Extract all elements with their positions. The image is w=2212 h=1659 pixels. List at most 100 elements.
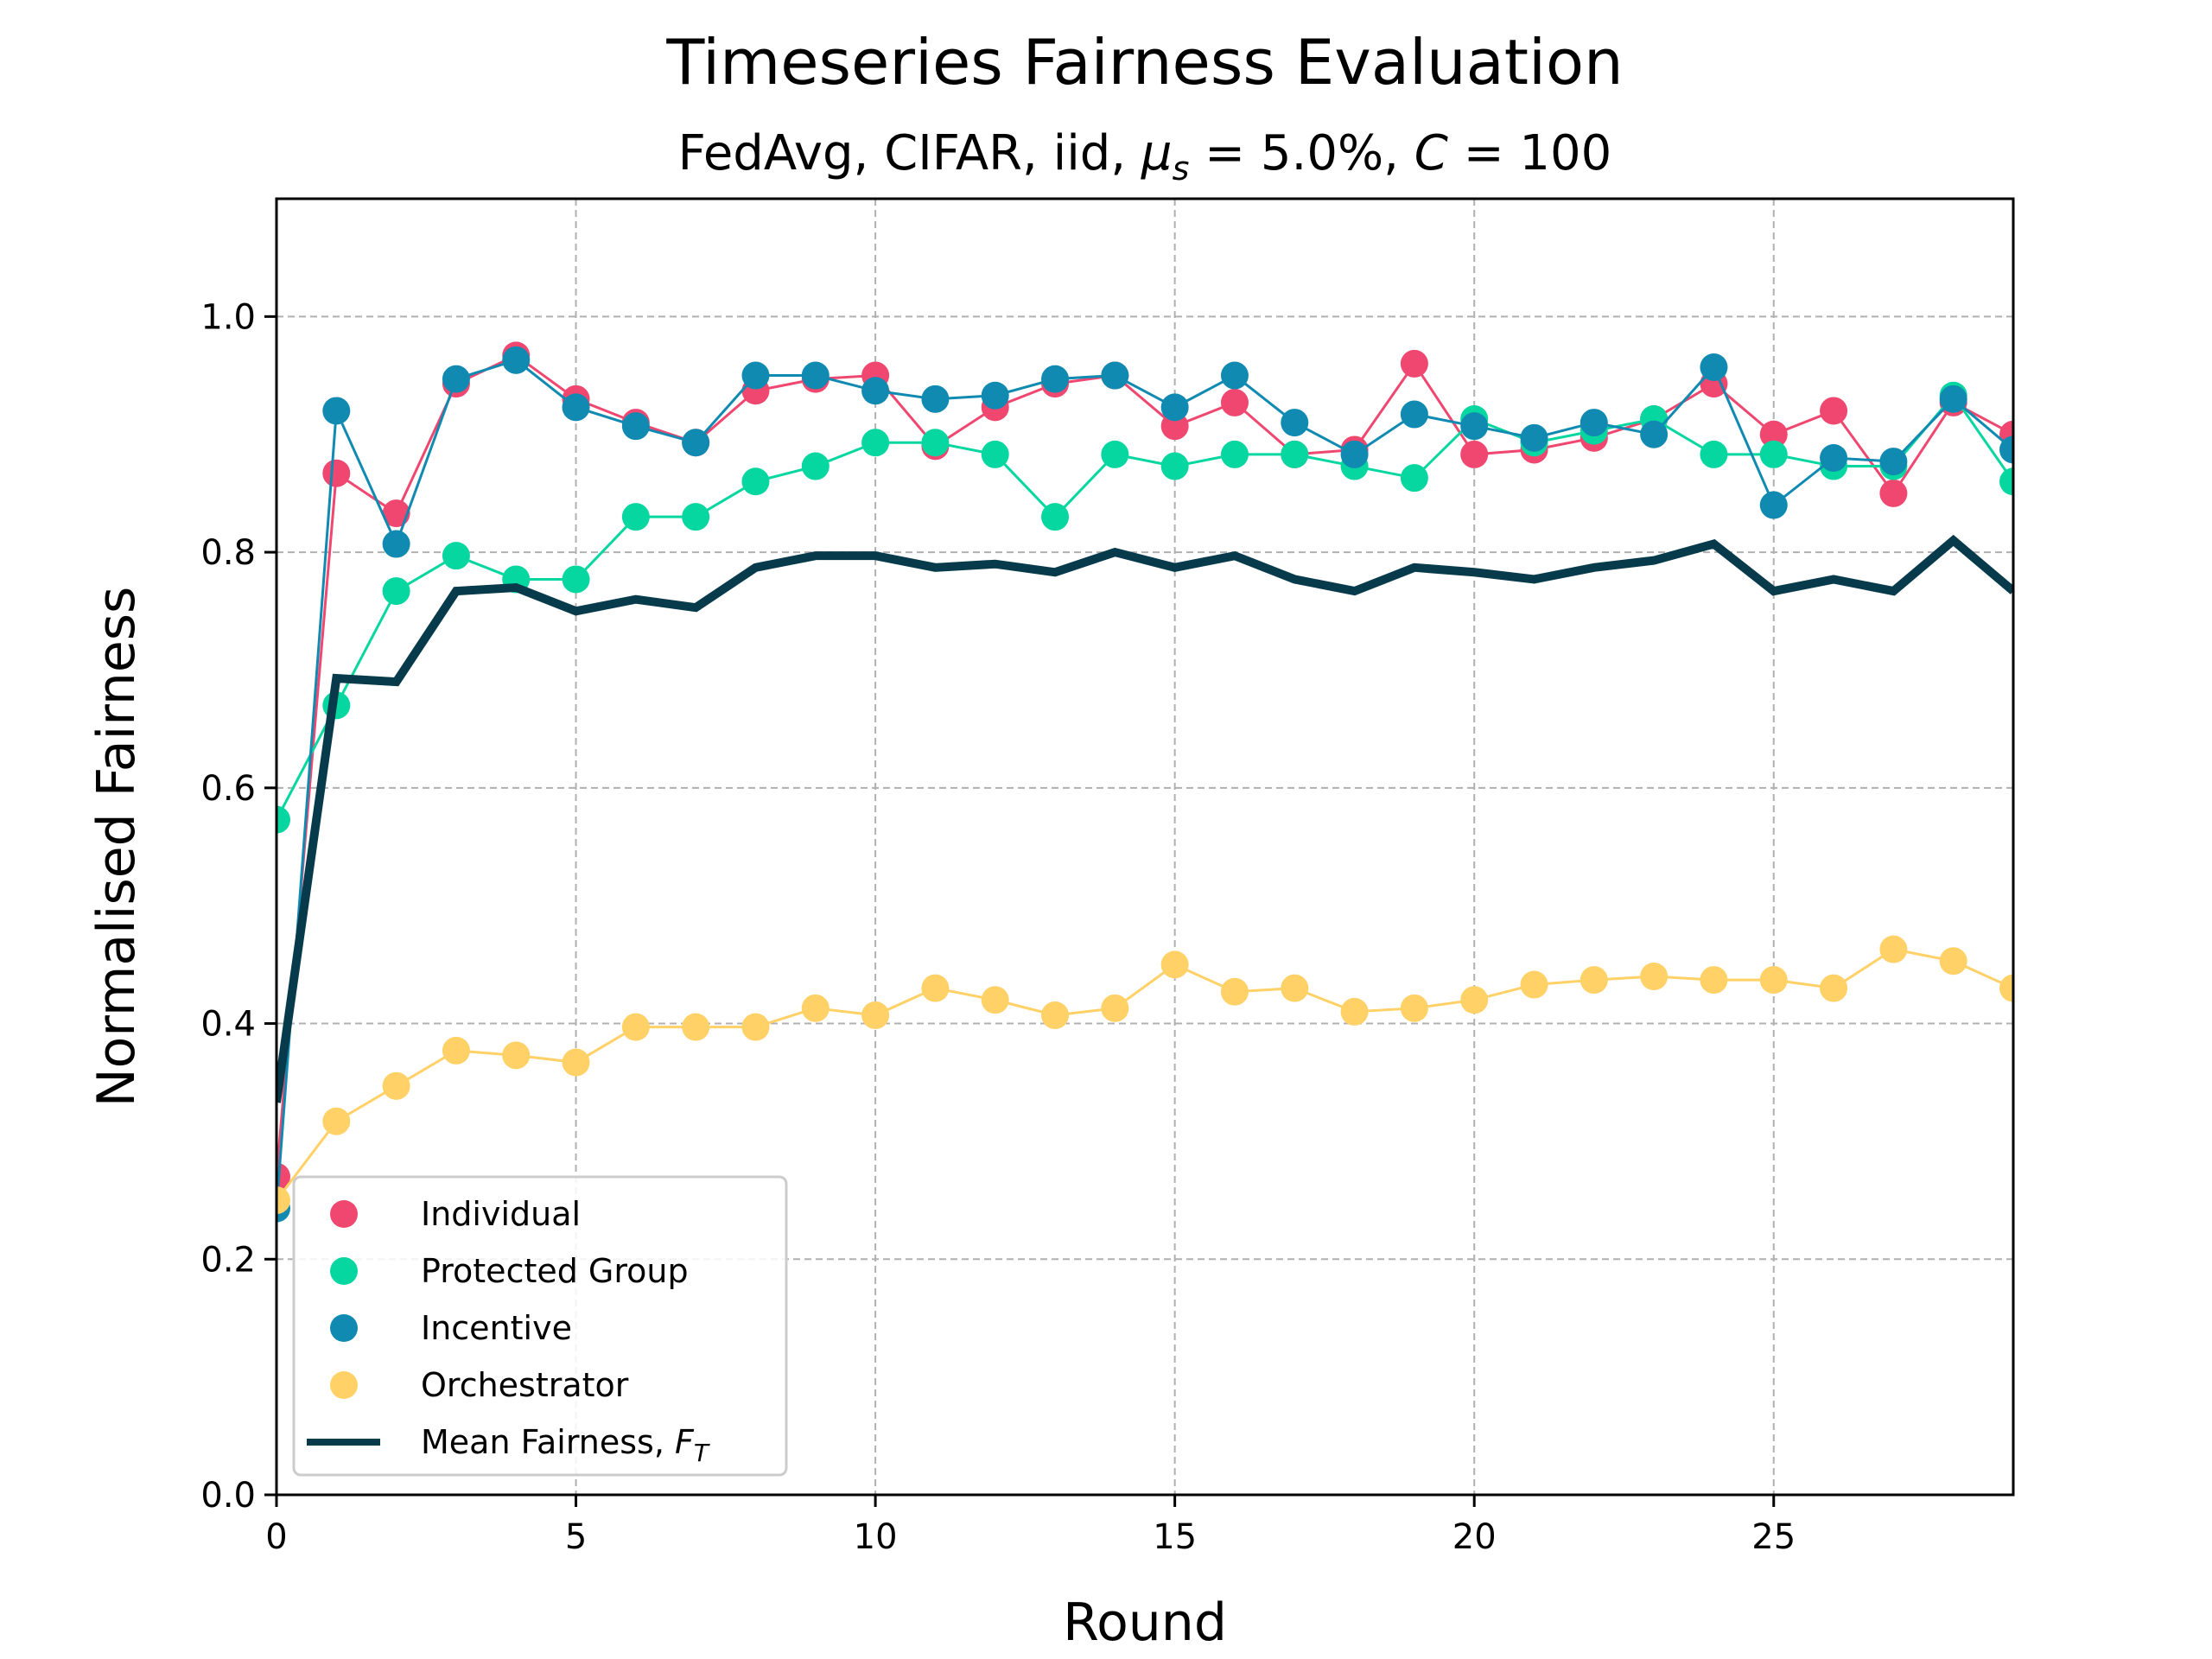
legend-swatch-marker xyxy=(330,1371,358,1399)
data-point-orchestrator xyxy=(1759,966,1788,995)
data-point-orchestrator xyxy=(1879,935,1908,963)
y-tick-label: 0.8 xyxy=(200,533,256,573)
data-point-orchestrator xyxy=(442,1036,470,1065)
data-point-orchestrator xyxy=(1700,966,1728,995)
data-point-orchestrator xyxy=(562,1048,590,1077)
data-point-protected-group xyxy=(276,805,290,834)
data-point-incentive xyxy=(1041,365,1070,393)
data-point-orchestrator xyxy=(1999,974,2013,1002)
legend-label: Incentive xyxy=(421,1309,572,1347)
x-tick-label: 5 xyxy=(565,1517,587,1557)
data-point-incentive xyxy=(1101,361,1129,390)
x-tick-label: 15 xyxy=(1153,1517,1197,1557)
data-point-individual xyxy=(1400,349,1428,378)
data-point-protected-group xyxy=(382,577,410,606)
x-tick-label: 10 xyxy=(854,1517,898,1557)
y-tick-label: 0.4 xyxy=(200,1005,256,1045)
data-point-incentive xyxy=(1160,393,1189,422)
series-line-mean-fairness xyxy=(276,534,2013,1103)
legend-item: Orchestrator xyxy=(330,1366,629,1404)
legend-label: Protected Group xyxy=(421,1252,689,1290)
data-point-protected-group xyxy=(621,503,650,531)
data-point-orchestrator xyxy=(1820,974,1848,1002)
data-point-individual xyxy=(1460,440,1489,468)
y-axis-label: Normalised Fairness xyxy=(86,587,147,1108)
data-point-incentive xyxy=(1400,400,1428,429)
data-point-incentive xyxy=(1939,385,1967,413)
data-point-orchestrator xyxy=(1520,970,1548,999)
data-point-protected-group xyxy=(1281,440,1309,468)
data-point-orchestrator xyxy=(276,1186,290,1215)
data-point-orchestrator xyxy=(1640,963,1669,990)
series-incentive xyxy=(276,346,2013,1223)
legend-swatch-marker xyxy=(330,1314,358,1342)
data-point-incentive xyxy=(801,361,830,390)
data-point-protected-group xyxy=(1041,503,1070,531)
series-orchestrator xyxy=(276,935,2013,1215)
data-point-incentive xyxy=(861,377,890,405)
data-point-orchestrator xyxy=(1160,950,1189,979)
data-point-incentive xyxy=(322,397,351,425)
series-line-orchestrator xyxy=(276,948,2013,1201)
data-point-protected-group xyxy=(1160,452,1189,480)
data-point-orchestrator xyxy=(1220,977,1249,1006)
data-point-incentive xyxy=(981,381,1009,410)
legend-item: Mean Fairness, FT xyxy=(307,1423,710,1467)
series-mean-fairness xyxy=(276,534,2013,1103)
data-point-incentive xyxy=(442,365,470,393)
data-point-incentive xyxy=(1640,420,1669,448)
data-point-protected-group xyxy=(921,429,950,457)
data-point-incentive xyxy=(921,385,950,413)
data-point-orchestrator xyxy=(861,1001,890,1029)
chart-title: Timeseries Fairness Evaluation xyxy=(665,26,1623,99)
data-point-orchestrator xyxy=(1580,966,1608,995)
data-point-orchestrator xyxy=(682,1013,710,1041)
data-point-incentive xyxy=(741,361,770,390)
legend-label: Mean Fairness, FT xyxy=(421,1423,710,1467)
series-layer xyxy=(276,341,2013,1223)
data-point-incentive xyxy=(1520,423,1548,452)
legend-item: Incentive xyxy=(330,1309,572,1347)
data-point-incentive xyxy=(382,530,410,558)
data-point-protected-group xyxy=(562,565,590,594)
series-protected-group xyxy=(276,381,2013,834)
data-point-orchestrator xyxy=(1460,986,1489,1014)
data-point-individual xyxy=(382,499,410,528)
data-point-protected-group xyxy=(682,503,710,531)
data-point-orchestrator xyxy=(1041,1001,1070,1029)
data-point-incentive xyxy=(1281,409,1309,437)
data-point-individual xyxy=(322,459,351,487)
legend-swatch-marker xyxy=(330,1257,358,1285)
data-point-incentive xyxy=(1999,435,2013,464)
data-point-orchestrator xyxy=(322,1107,351,1135)
data-point-protected-group xyxy=(1999,467,2013,496)
x-tick-label: 25 xyxy=(1751,1517,1796,1557)
y-tick-label: 1.0 xyxy=(200,297,256,337)
data-point-protected-group xyxy=(1220,440,1249,468)
data-point-orchestrator xyxy=(621,1013,650,1041)
y-tick-label: 0.0 xyxy=(200,1476,256,1516)
data-point-individual xyxy=(1879,479,1908,507)
data-point-incentive xyxy=(562,393,590,422)
y-tick-label: 0.6 xyxy=(200,769,256,809)
data-point-incentive xyxy=(1700,353,1728,381)
data-point-incentive xyxy=(621,412,650,441)
legend-label: Orchestrator xyxy=(421,1366,629,1404)
chart-subtitle: FedAvg, CIFAR, iid, μs = 5.0%, C = 100 xyxy=(678,125,1612,188)
legend-label: Individual xyxy=(421,1195,581,1233)
data-point-protected-group xyxy=(1400,464,1428,493)
plot-frame xyxy=(275,197,2015,1497)
data-point-protected-group xyxy=(1700,440,1728,468)
data-point-orchestrator xyxy=(1281,974,1309,1002)
data-point-orchestrator xyxy=(1101,994,1129,1022)
data-point-protected-group xyxy=(801,452,830,480)
data-point-protected-group xyxy=(1759,440,1788,468)
data-point-protected-group xyxy=(981,440,1009,468)
data-point-individual xyxy=(1820,397,1848,425)
data-point-incentive xyxy=(1879,448,1908,476)
data-point-protected-group xyxy=(442,542,470,570)
data-point-incentive xyxy=(1220,361,1249,390)
data-point-incentive xyxy=(502,346,531,374)
data-point-incentive xyxy=(1580,409,1608,437)
